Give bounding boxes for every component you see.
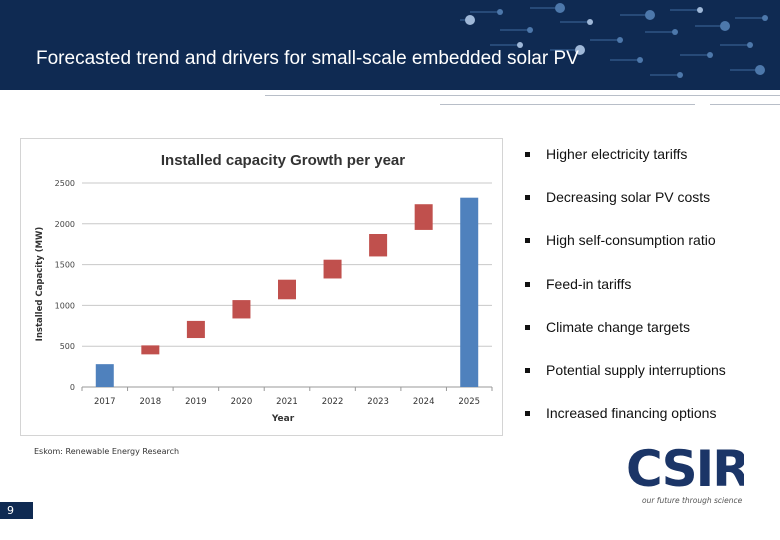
increment-bar bbox=[278, 279, 296, 300]
driver-text: Climate change targets bbox=[546, 318, 690, 335]
bullet-icon bbox=[525, 195, 530, 201]
bullet-icon bbox=[525, 152, 530, 157]
slide-title: Forecasted trend and drivers for small-s… bbox=[36, 48, 579, 69]
driver-item: Higher electricity tariffs bbox=[525, 146, 726, 189]
x-tick-label: 2018 bbox=[140, 397, 162, 407]
svg-text:our future through science: our future through science bbox=[642, 496, 743, 505]
driver-item: Climate change targets bbox=[525, 319, 726, 362]
driver-text: Potential supply interruptions bbox=[546, 361, 726, 378]
x-tick-label: 2019 bbox=[185, 397, 207, 407]
y-tick-label: 2500 bbox=[55, 179, 75, 188]
driver-item: High self-consumption ratio bbox=[525, 232, 726, 275]
y-tick-label: 500 bbox=[60, 342, 75, 351]
driver-text: Higher electricity tariffs bbox=[546, 146, 688, 162]
x-tick-label: 2020 bbox=[231, 397, 253, 407]
increment-bar bbox=[369, 234, 388, 257]
page-number: 9 bbox=[0, 502, 33, 519]
increment-bar bbox=[141, 345, 160, 355]
capacity-chart: Installed capacity Growth per year Year … bbox=[20, 138, 503, 436]
bullet-icon bbox=[525, 281, 530, 287]
y-tick-label: 0 bbox=[70, 383, 75, 392]
chart-svg: Installed capacity Growth per year Year … bbox=[35, 152, 493, 424]
increment-bar bbox=[232, 300, 251, 319]
x-axis-label: Year bbox=[271, 414, 295, 424]
driver-text: Increased financing options bbox=[546, 405, 717, 422]
y-tick-label: 2000 bbox=[55, 220, 75, 229]
divider-line bbox=[440, 104, 695, 105]
divider-line bbox=[710, 104, 780, 105]
x-tick-label: 2022 bbox=[322, 397, 344, 407]
x-tick-label: 2017 bbox=[94, 397, 116, 407]
y-tick-label: 1000 bbox=[55, 301, 75, 310]
driver-text: High self-consumption ratio bbox=[546, 232, 716, 249]
increment-bar bbox=[414, 204, 433, 230]
bullet-icon bbox=[525, 411, 530, 417]
driver-text: Decreasing solar PV costs bbox=[546, 189, 711, 206]
drivers-list: Higher electricity tariffs Decreasing sol… bbox=[525, 146, 726, 448]
source-note: Eskom: Renewable Energy Research bbox=[34, 447, 180, 456]
svg-text:CSIR: CSIR bbox=[626, 440, 744, 498]
y-tick-label: 1500 bbox=[55, 261, 75, 270]
circuit-pattern-decoration bbox=[460, 3, 768, 78]
header-banner: Forecasted trend and drivers for small-s… bbox=[0, 0, 780, 90]
divider-line bbox=[265, 95, 780, 96]
chart-title: Installed capacity Growth per year bbox=[161, 152, 405, 169]
increment-bar bbox=[186, 320, 205, 339]
x-tick-label: 2025 bbox=[458, 397, 480, 407]
csir-logo: CSIR our future through science bbox=[626, 440, 744, 505]
increment-bar bbox=[323, 259, 342, 279]
bullet-icon bbox=[525, 324, 530, 330]
x-tick-label: 2023 bbox=[367, 397, 389, 407]
total-bar bbox=[460, 197, 479, 387]
total-bar bbox=[95, 364, 114, 387]
driver-item: Decreasing solar PV costs bbox=[525, 189, 726, 232]
y-axis-label: Installed Capacity (MW) bbox=[35, 227, 45, 342]
driver-item: Potential supply interruptions bbox=[525, 362, 726, 405]
driver-text: Feed-in tariffs bbox=[546, 275, 632, 292]
driver-item: Increased financing options bbox=[525, 405, 726, 448]
bullet-icon bbox=[525, 238, 530, 244]
driver-item: Feed-in tariffs bbox=[525, 276, 726, 319]
x-tick-label: 2021 bbox=[276, 397, 298, 407]
x-tick-label: 2024 bbox=[413, 397, 435, 407]
bullet-icon bbox=[525, 367, 530, 373]
